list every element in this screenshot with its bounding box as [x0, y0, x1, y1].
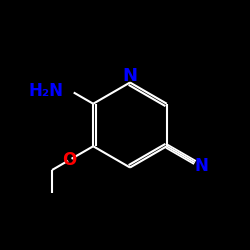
- Text: N: N: [122, 67, 138, 85]
- Text: N: N: [194, 157, 208, 175]
- Text: H₂N: H₂N: [29, 82, 64, 100]
- Text: O: O: [62, 151, 76, 169]
